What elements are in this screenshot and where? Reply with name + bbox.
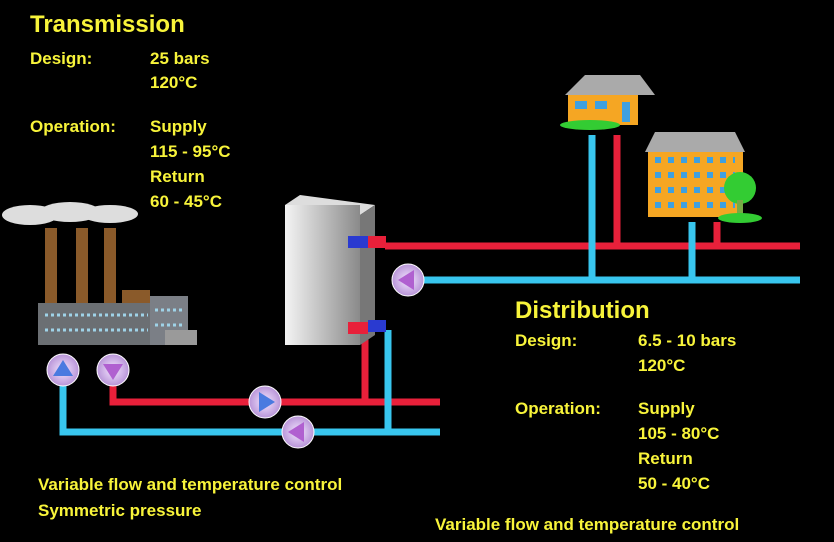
apartment xyxy=(645,132,762,223)
label: Operation: xyxy=(515,399,601,418)
note: Variable flow and temperature control xyxy=(435,515,739,534)
value: 6.5 - 10 bars xyxy=(638,331,736,350)
pump xyxy=(248,385,282,419)
pump xyxy=(281,415,315,449)
value: 120°C xyxy=(638,356,685,375)
value: Return xyxy=(638,449,693,468)
label: Design: xyxy=(30,49,92,68)
title: Transmission xyxy=(30,11,185,38)
pipes xyxy=(59,135,800,436)
title: Distribution xyxy=(515,297,650,324)
pump xyxy=(96,353,130,387)
pump xyxy=(46,353,80,387)
value: 105 - 80°C xyxy=(638,424,719,443)
factory xyxy=(2,202,197,345)
note: Symmetric pressure xyxy=(38,501,201,520)
house xyxy=(560,75,655,130)
value: 25 bars xyxy=(150,49,210,68)
value: Supply xyxy=(150,117,207,136)
value: Supply xyxy=(638,399,695,418)
note: Variable flow and temperature control xyxy=(38,475,342,494)
cyan-pipe xyxy=(400,135,800,284)
label: Design: xyxy=(515,331,577,350)
value: 115 - 95°C xyxy=(150,142,231,161)
value: Return xyxy=(150,167,205,186)
transmission-text: Transmission Design: 25 bars 120°C Opera… xyxy=(30,11,231,211)
value: 50 - 40°C xyxy=(638,474,710,493)
pumps xyxy=(46,263,425,449)
heat-exchanger xyxy=(285,195,386,345)
distribution-text: Distribution Design: 6.5 - 10 bars 120°C… xyxy=(515,297,736,493)
pump xyxy=(391,263,425,297)
label: Operation: xyxy=(30,117,116,136)
value: 60 - 45°C xyxy=(150,192,222,211)
value: 120°C xyxy=(150,73,197,92)
